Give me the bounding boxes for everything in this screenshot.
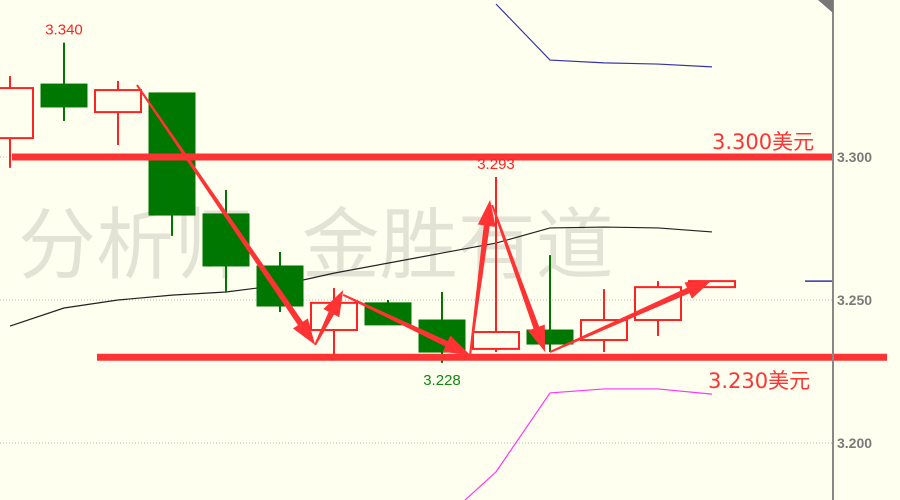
upper-band-line	[495, 3, 713, 68]
candle-down	[40, 83, 88, 108]
price-label: 3.228	[423, 372, 461, 389]
annotation-arrow	[469, 199, 496, 356]
y-tick-label: 3.300	[837, 149, 872, 165]
corner-triangle-icon[interactable]	[818, 0, 833, 13]
y-tick-label: 3.200	[837, 435, 872, 451]
annotation-arrow	[549, 279, 712, 353]
watermark: 分析师 金胜有道	[18, 201, 614, 291]
price-labels: 3.340 3.293 3.228	[45, 22, 515, 389]
annotation-arrow	[314, 289, 344, 346]
lower-band-line	[464, 388, 713, 500]
level-lines: 3.300美元 3.230美元	[12, 130, 887, 393]
annotation-arrow	[342, 293, 471, 355]
annotation-arrow	[136, 84, 316, 345]
annotation-arrows	[136, 84, 712, 356]
y-tick-label: 3.250	[837, 292, 872, 308]
candle-up	[94, 89, 142, 114]
price-label: 3.293	[477, 156, 515, 173]
level-label: 3.230美元	[708, 369, 810, 393]
grid-lines	[0, 156, 833, 444]
indicator-lines	[9, 3, 833, 500]
candle-up	[472, 331, 520, 350]
candle-up	[0, 87, 34, 140]
moving-average-line	[9, 226, 713, 327]
y-axis-ticks: 3.300 3.250 3.200	[837, 149, 872, 451]
level-label: 3.300美元	[712, 130, 814, 154]
annotation-arrow	[491, 204, 546, 353]
price-label: 3.340	[45, 22, 83, 39]
